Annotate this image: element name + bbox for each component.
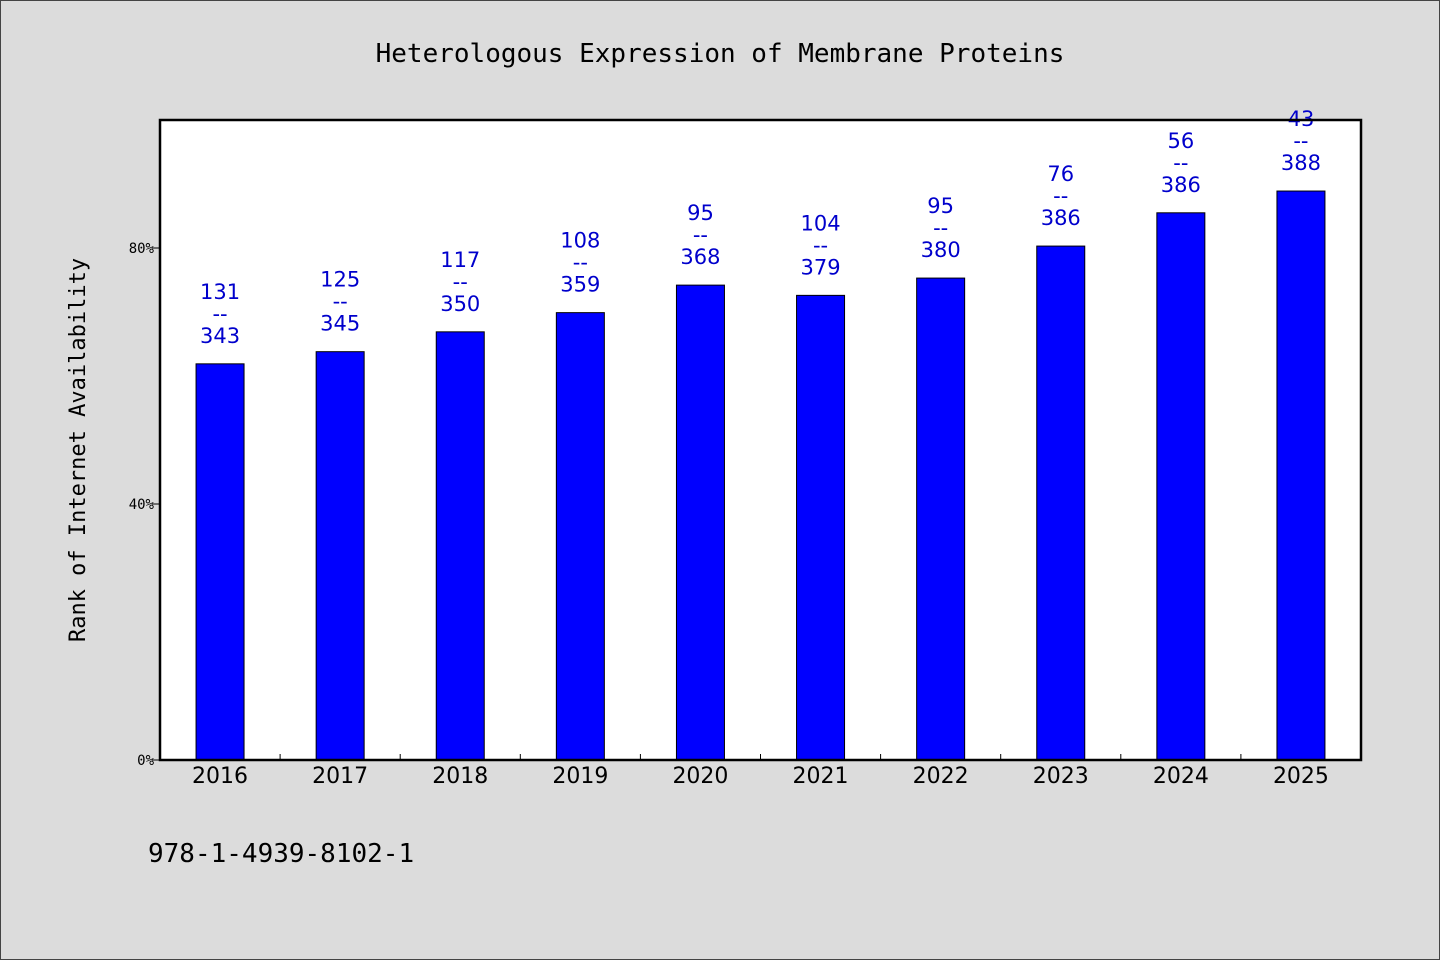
data-label-2022-line-3: 380 xyxy=(921,238,961,262)
footer-isbn: 978-1-4939-8102-1 xyxy=(148,839,414,869)
data-label-2018-line-3: 350 xyxy=(440,292,480,316)
x-tick-label-2023: 2023 xyxy=(1033,764,1089,789)
x-tick-label-2018: 2018 xyxy=(432,764,488,789)
data-label-2017-line-1: 125 xyxy=(320,268,360,292)
data-label-2016-line-3: 343 xyxy=(200,324,240,348)
bars-group xyxy=(195,190,1326,761)
x-tick-label-2025: 2025 xyxy=(1273,764,1329,789)
y-axis-label: Rank of Internet Availability xyxy=(66,258,91,642)
bar-2016 xyxy=(195,363,245,761)
data-label-2023-line-3: 386 xyxy=(1041,206,1081,230)
x-tick-label-2022: 2022 xyxy=(913,764,969,789)
data-label-2021-line-1: 104 xyxy=(801,211,841,235)
data-label-2019-line-2: -- xyxy=(573,251,588,275)
y-tick-label-40: 40% xyxy=(129,497,155,513)
data-label-2025-line-2: -- xyxy=(1293,129,1308,153)
x-axis: 2016 2017 2018 2019 2020 2021 2022 2023 2024 2025 xyxy=(192,754,1329,789)
x-tick-label-2021: 2021 xyxy=(793,764,849,789)
y-tick-label-80: 80% xyxy=(129,241,155,257)
data-label-2024-line-1: 56 xyxy=(1167,129,1194,153)
data-label-2020-line-1: 95 xyxy=(687,201,714,225)
data-label-2021-line-3: 379 xyxy=(801,255,841,279)
data-label-2017-line-2: -- xyxy=(333,290,348,314)
bar-2019 xyxy=(555,312,605,761)
data-label-2020-line-2: -- xyxy=(693,223,708,247)
y-tick-label-0: 0% xyxy=(137,753,154,769)
data-label-2022-line-2: -- xyxy=(933,216,948,240)
bar-2025 xyxy=(1276,190,1326,761)
bar-2017 xyxy=(315,351,365,761)
x-tick-label-2020: 2020 xyxy=(672,764,728,789)
bar-2020 xyxy=(675,284,725,761)
data-label-2016-line-1: 131 xyxy=(200,280,240,304)
bar-2021 xyxy=(796,294,846,761)
data-label-2022-line-1: 95 xyxy=(927,194,954,218)
chart-title: Heterologous Expression of Membrane Prot… xyxy=(376,39,1065,69)
data-label-2019-line-3: 359 xyxy=(560,273,600,297)
bar-2018 xyxy=(435,331,485,761)
data-label-2017-line-3: 345 xyxy=(320,312,360,336)
data-label-2023-line-1: 76 xyxy=(1047,162,1074,186)
data-label-2021-line-2: -- xyxy=(813,233,828,257)
bar-2022 xyxy=(916,277,966,761)
data-label-2019-line-1: 108 xyxy=(560,229,600,253)
data-label-2016-line-2: -- xyxy=(212,302,227,326)
bar-2023 xyxy=(1036,245,1086,761)
data-label-2024-line-2: -- xyxy=(1173,151,1188,175)
data-label-2018-line-2: -- xyxy=(453,270,468,294)
data-label-2023-line-2: -- xyxy=(1053,184,1068,208)
data-label-2025-line-3: 388 xyxy=(1281,151,1321,175)
data-label-2020-line-3: 368 xyxy=(680,245,720,269)
x-tick-label-2024: 2024 xyxy=(1153,764,1209,789)
data-label-2018-line-1: 117 xyxy=(440,248,480,272)
x-tick-label-2017: 2017 xyxy=(312,764,368,789)
plot-border xyxy=(158,118,1363,762)
y-axis: 0% 40% 80% xyxy=(129,241,160,769)
bar-2024 xyxy=(1156,212,1206,761)
x-tick-label-2016: 2016 xyxy=(192,764,248,789)
x-tick-label-2019: 2019 xyxy=(552,764,608,789)
data-label-2024-line-3: 386 xyxy=(1161,173,1201,197)
